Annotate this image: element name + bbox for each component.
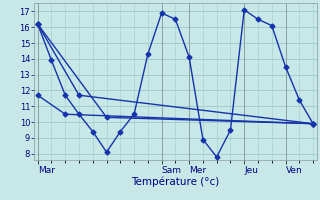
X-axis label: Température (°c): Température (°c) [131,176,220,187]
